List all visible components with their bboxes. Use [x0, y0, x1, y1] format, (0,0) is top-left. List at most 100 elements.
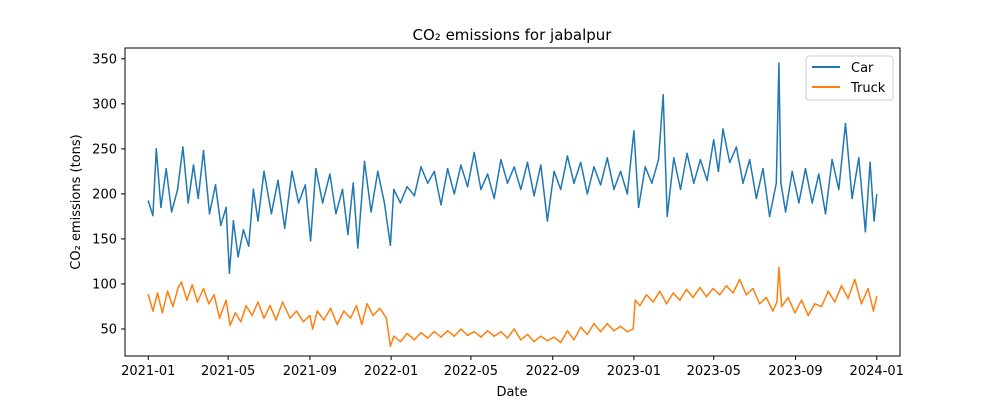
y-tick-label: 150 — [92, 232, 117, 247]
data-point-truck — [196, 301, 199, 303]
series-line-car — [147, 62, 878, 274]
data-point-truck — [780, 305, 783, 308]
data-point-car — [297, 202, 300, 204]
data-point-car — [780, 182, 782, 184]
x-tick-label: 2021-09 — [283, 364, 337, 379]
data-point-car — [506, 182, 509, 184]
data-point-car — [798, 202, 800, 204]
data-point-car — [824, 212, 827, 215]
data-point-car — [858, 157, 860, 159]
data-point-car — [768, 215, 771, 218]
data-point-truck — [533, 340, 535, 343]
data-point-car — [644, 166, 646, 168]
data-point-car — [466, 185, 469, 188]
data-point-truck — [814, 303, 816, 305]
data-point-truck — [732, 292, 734, 294]
data-point-truck — [202, 287, 205, 290]
data-point-truck — [433, 330, 436, 333]
data-point-car — [176, 188, 179, 191]
legend-label-truck: Truck — [850, 81, 886, 96]
data-point-truck — [500, 330, 502, 333]
data-point-truck — [787, 296, 789, 299]
data-point-car — [637, 206, 640, 209]
data-point-car — [728, 161, 731, 164]
data-point-car — [493, 197, 496, 200]
data-point-truck — [480, 336, 482, 338]
data-point-car — [220, 224, 222, 227]
data-point-truck — [440, 336, 442, 338]
data-point-car — [252, 188, 255, 191]
data-point-car — [309, 239, 312, 242]
data-point-car — [192, 164, 195, 166]
data-point-car — [778, 62, 780, 65]
data-point-truck — [613, 330, 615, 332]
data-point-truck — [546, 339, 549, 342]
data-point-car — [831, 158, 833, 161]
data-point-truck — [399, 340, 402, 343]
data-point-truck — [632, 328, 634, 330]
data-point-car — [791, 170, 793, 173]
data-point-car — [540, 164, 542, 166]
data-point-car — [633, 130, 635, 132]
data-point-car — [619, 170, 622, 173]
data-point-car — [160, 206, 162, 209]
data-point-car — [500, 158, 502, 161]
data-point-truck — [599, 330, 602, 333]
data-point-truck — [520, 339, 522, 341]
data-point-truck — [329, 307, 332, 310]
y-axis-label: CO₂ emissions (tons) — [69, 134, 84, 269]
data-point-car — [742, 182, 744, 184]
data-point-car — [593, 166, 595, 168]
x-tick-label: 2023-01 — [607, 364, 661, 379]
data-point-truck — [486, 330, 489, 332]
data-point-car — [573, 182, 575, 184]
data-point-car — [242, 229, 245, 231]
data-point-car — [426, 182, 429, 184]
data-point-truck — [526, 333, 529, 336]
data-point-truck — [372, 314, 374, 317]
data-point-truck — [406, 332, 408, 335]
data-point-truck — [218, 317, 221, 320]
data-point-car — [613, 188, 615, 191]
data-point-car — [363, 160, 366, 163]
data-point-truck — [827, 290, 829, 293]
data-point-truck — [172, 305, 174, 308]
x-tick-label: 2022-05 — [444, 364, 498, 379]
data-point-car — [228, 272, 231, 274]
data-point-car — [433, 170, 436, 173]
data-point-car — [152, 214, 154, 217]
data-point-car — [237, 256, 239, 258]
data-point-truck — [566, 330, 569, 332]
data-point-car — [559, 188, 562, 191]
data-point-truck — [263, 317, 265, 320]
data-point-truck — [343, 310, 345, 312]
data-point-car — [406, 185, 408, 188]
data-point-car — [606, 157, 609, 159]
series-layer — [147, 62, 878, 347]
data-point-truck — [281, 301, 284, 303]
data-point-car — [225, 206, 227, 209]
data-point-truck — [807, 314, 809, 317]
data-point-truck — [540, 335, 542, 338]
data-point-truck — [725, 285, 728, 287]
data-point-truck — [379, 307, 381, 310]
data-point-truck — [161, 312, 164, 314]
data-point-truck — [393, 335, 395, 338]
data-point-truck — [275, 319, 277, 321]
data-point-truck — [699, 286, 701, 289]
chart-title: CO₂ emissions for jabalpur — [413, 26, 613, 44]
data-point-car — [586, 193, 589, 195]
data-point-truck — [213, 294, 215, 296]
data-point-truck — [389, 345, 392, 347]
data-point-truck — [361, 323, 363, 326]
data-point-car — [389, 244, 392, 246]
data-point-car — [722, 128, 724, 130]
data-point-car — [873, 220, 875, 222]
data-point-truck — [234, 312, 237, 314]
y-tick-label: 200 — [92, 187, 117, 202]
data-point-truck — [573, 339, 575, 341]
data-point-car — [520, 188, 522, 191]
data-point-truck — [553, 336, 555, 338]
data-point-car — [247, 245, 250, 247]
